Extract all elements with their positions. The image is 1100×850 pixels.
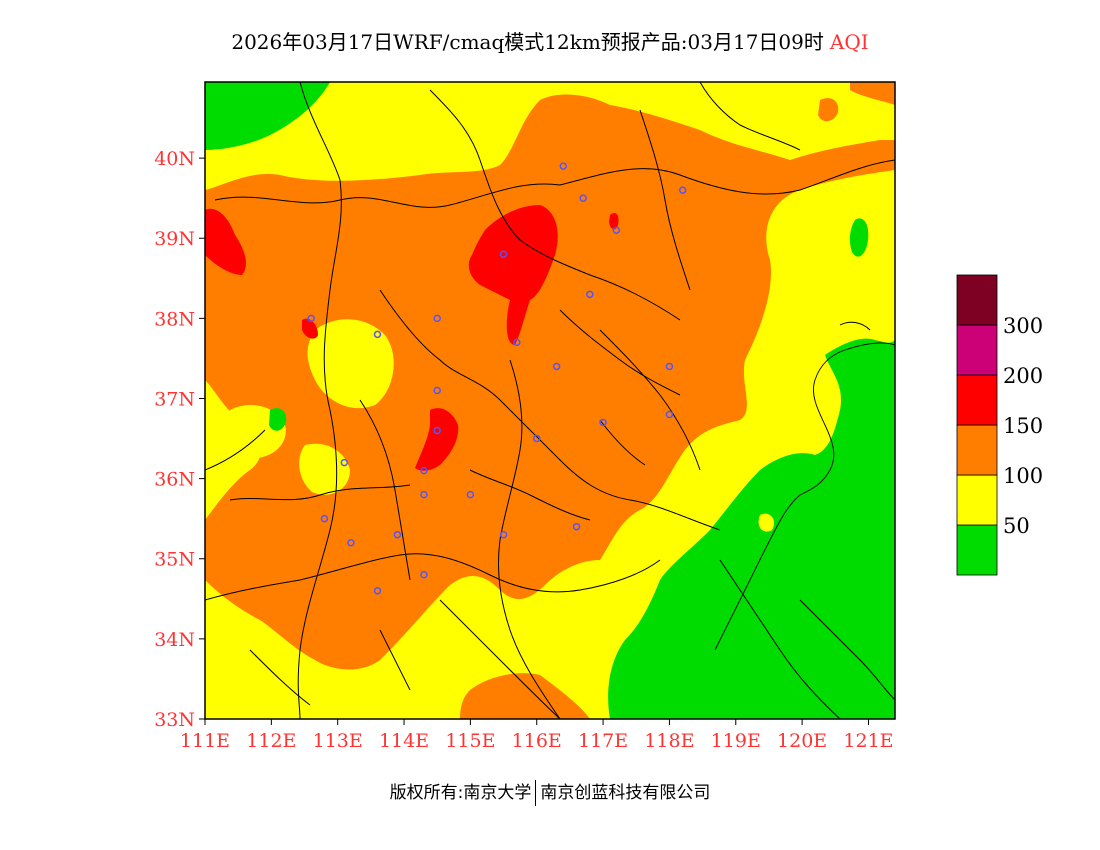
aqi-field (205, 82, 895, 719)
city-marker (420, 571, 428, 579)
title-text: 2026年03月17日WRF/cmaq模式12km预报产品:03月17日09时 (231, 30, 824, 54)
city-marker (420, 490, 428, 499)
lon-tick-label: 116E (512, 730, 562, 752)
aqi-zone-good-patch (269, 408, 287, 431)
lon-tick-label: 114E (379, 730, 429, 752)
city-marker (678, 186, 687, 194)
aqi-zone-moderate-island (758, 513, 775, 532)
lon-tick-label: 115E (445, 730, 495, 752)
company-text: 南京创蓝科技有限公司 (540, 783, 711, 803)
lat-tick-label: 36N (154, 469, 195, 491)
legend-label: 150 (1003, 414, 1043, 438)
city-marker (433, 426, 441, 435)
copyright-text: 版权所有:南京大学 (389, 783, 532, 803)
city-marker (499, 530, 508, 539)
city-marker (572, 522, 581, 531)
lon-tick-label: 118E (644, 730, 694, 752)
aqi-zone-good-patch (849, 218, 869, 257)
legend-swatch (956, 274, 998, 326)
aqi-zone-sensitive-patch (850, 82, 895, 105)
city-marker (307, 314, 315, 323)
aqi-zone-unhealthy-west (205, 208, 246, 275)
longitude-axis: 111E 112E 113E 114E 115E 116E 117E 118E 119E 120E… (180, 719, 894, 752)
legend-swatch (956, 374, 998, 426)
city-marker (559, 162, 568, 170)
legend-label: 50 (1003, 514, 1030, 538)
aqi-zone-sensitive-patch (391, 216, 461, 265)
city-marker (393, 530, 402, 539)
aqi-zone-unhealthy-patch (302, 318, 318, 339)
aqi-zone-unhealthy-central (415, 408, 459, 471)
footer: 版权所有:南京大学 南京创蓝科技有限公司 (0, 778, 1100, 806)
lat-tick-label: 35N (154, 549, 195, 571)
legend-swatch (956, 424, 998, 476)
lon-tick-label: 120E (777, 730, 827, 752)
legend-swatch (956, 324, 998, 376)
legend-label: 300 (1003, 314, 1043, 338)
map-frame (204, 81, 896, 720)
city-marker (552, 362, 561, 371)
city-marker (665, 362, 674, 371)
lon-tick-label: 113E (313, 730, 363, 752)
city-marker (320, 514, 329, 523)
lat-tick-label: 39N (154, 228, 195, 250)
lat-tick-label: 33N (154, 709, 195, 731)
lon-tick-label: 112E (246, 730, 296, 752)
legend-label: 200 (1003, 364, 1043, 388)
city-marker (532, 434, 541, 443)
aqi-zone-moderate-hole (307, 319, 394, 409)
legend-swatch (956, 524, 998, 576)
city-marker (612, 226, 621, 234)
city-marker (466, 490, 475, 499)
city-marker (499, 250, 508, 259)
aqi-zone-good-northwest (205, 82, 330, 150)
aqi-zone-moderate-hole (299, 443, 350, 495)
aqi-zone-sensitive-south (460, 673, 590, 719)
coastline (714, 321, 895, 651)
city-marker (433, 314, 441, 323)
aqi-legend: 50 100 150 200 300 (956, 274, 1043, 576)
city-marker (433, 386, 441, 395)
aqi-zone-unhealthy-north (468, 205, 558, 345)
city-marker (599, 418, 607, 427)
legend-label: 100 (1003, 464, 1043, 488)
lon-tick-label: 121E (843, 730, 893, 752)
lat-tick-label: 34N (154, 629, 195, 651)
city-marker (586, 290, 594, 299)
lat-tick-label: 37N (154, 388, 195, 410)
lon-tick-label: 117E (578, 730, 628, 752)
aqi-zone-unhealthy-patch (609, 213, 619, 230)
legend-swatch (956, 474, 998, 526)
latitude-axis: 40N 39N 38N 37N 36N 35N 34N 33N (154, 148, 205, 731)
city-marker (373, 330, 382, 339)
city-marker (347, 538, 355, 547)
lat-tick-label: 38N (154, 308, 195, 330)
aqi-zone-sensitive-patch (818, 98, 839, 122)
city-marker (579, 194, 587, 202)
footer-divider (535, 780, 537, 806)
map-title: 2026年03月17日WRF/cmaq模式12km预报产品:03月17日09时 A… (0, 26, 1100, 55)
city-marker (513, 338, 521, 347)
aqi-zone-sensitive-main (205, 94, 895, 670)
city-marker (420, 466, 428, 475)
title-product: AQI (829, 30, 869, 54)
lat-tick-label: 40N (154, 148, 195, 170)
city-marker (373, 587, 382, 595)
lon-tick-label: 119E (711, 730, 761, 752)
city-marker (340, 458, 349, 467)
lon-tick-label: 111E (180, 730, 230, 752)
city-markers (307, 162, 687, 595)
province-boundaries (205, 82, 895, 719)
city-marker (665, 410, 674, 419)
